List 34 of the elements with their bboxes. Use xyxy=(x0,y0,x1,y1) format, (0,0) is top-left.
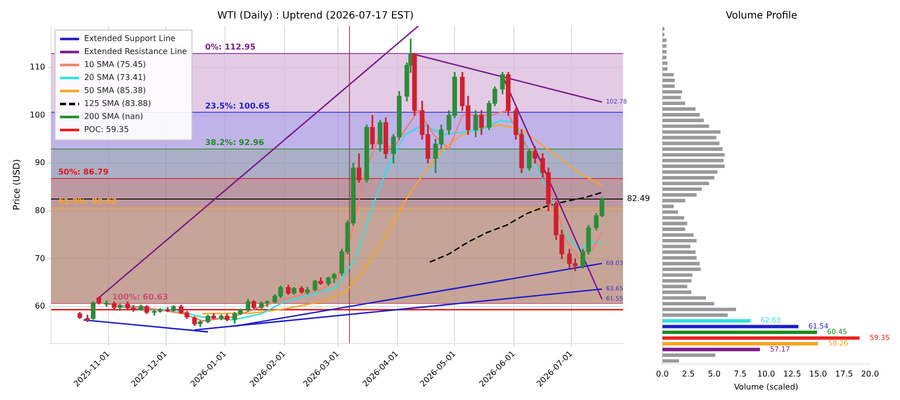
y-axis-title: Price (USD) xyxy=(12,159,23,210)
legend-label: 20 SMA (73.41) xyxy=(84,73,146,82)
x-tick-label: 7.5 xyxy=(734,370,747,379)
x-tick-label: 2.5 xyxy=(682,370,695,379)
ref-line-label: 100%: 60.63 xyxy=(112,292,168,302)
legend-label: 50 SMA (85.38) xyxy=(84,86,146,96)
x-tick-label: 12.5 xyxy=(783,370,802,379)
x-tick-label: 20.0 xyxy=(861,370,879,379)
chart-title: WTI (Daily) : Uptrend (2026-07-17 EST) xyxy=(217,10,414,22)
x-axis-title: Volume (scaled) xyxy=(734,382,798,392)
legend-label: 200 SMA (nan) xyxy=(84,112,144,122)
x-tick-label: 10.0 xyxy=(757,370,776,379)
x-tick-label: 0.0 xyxy=(656,370,669,379)
ref-line-label: 0%: 112.95 xyxy=(205,42,256,52)
x-tick-label: 17.5 xyxy=(835,370,853,379)
legend-label: 125 SMA (83.88) xyxy=(84,99,152,108)
ref-line-label: 61.8%: 80.63 xyxy=(58,197,118,206)
x-tick-label: 15.0 xyxy=(809,370,827,379)
y-tick-label: 90 xyxy=(34,158,46,168)
ref-line-label: 50%: 86.79 xyxy=(58,168,109,177)
y-tick-label: 110 xyxy=(30,62,46,72)
legend-label: Extended Support Line xyxy=(84,34,176,44)
ref-line-label: 38.2%: 92.96 xyxy=(205,138,265,148)
annotation: 82.49 xyxy=(627,194,650,204)
x-tick-label: 5.0 xyxy=(708,370,721,379)
y-tick-label: 60 xyxy=(34,302,46,311)
ref-line-label: 23.5%: 100.65 xyxy=(205,101,270,110)
legend-label: Extended Resistance Line xyxy=(84,47,188,56)
legend-label: POC: 59.35 xyxy=(84,125,129,134)
y-tick-label: 70 xyxy=(34,254,46,263)
chart-title: Volume Profile xyxy=(726,10,798,22)
y-tick-label: 100 xyxy=(30,110,46,120)
y-tick-label: 80 xyxy=(34,206,46,216)
legend-label: 10 SMA (75.45) xyxy=(84,60,146,70)
